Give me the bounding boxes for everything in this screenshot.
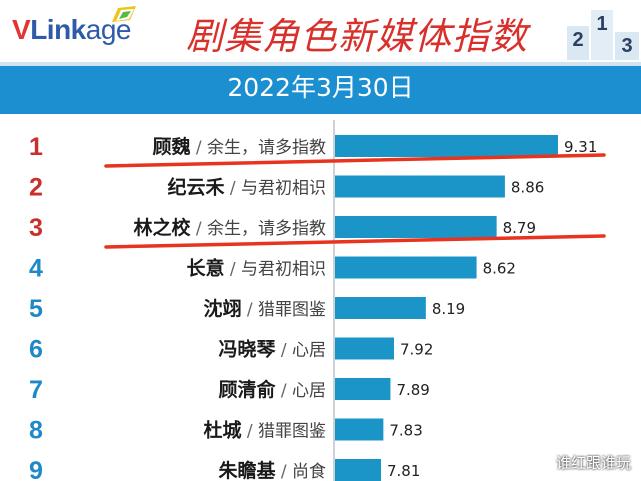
rank-label: 2: [29, 174, 43, 202]
character-name: 纪云禾: [167, 176, 224, 199]
value-label: 8.62: [483, 260, 516, 278]
value-label: 7.81: [387, 462, 420, 480]
bar: [335, 175, 505, 198]
highlight-underline: [104, 153, 606, 168]
value-label: 7.89: [396, 381, 429, 399]
character-name: 长意: [186, 257, 224, 280]
vlinkage-logo: VLinkage: [12, 14, 131, 46]
rank-label: 4: [29, 255, 43, 283]
rank-label: 9: [29, 457, 43, 481]
row-label: 杜城 / 猎罪图鉴: [203, 419, 326, 442]
character-name: 沈翊: [203, 297, 241, 320]
date-banner: 2022年3月30日: [0, 62, 641, 114]
podium-icon: 2 1 3: [567, 10, 639, 60]
row-label: 冯晓琴 / 心居: [218, 339, 326, 361]
separator: /: [275, 381, 292, 401]
rank-label: 8: [29, 417, 43, 445]
watermark: 谁红跟谁玩: [555, 454, 631, 472]
podium-1: 1: [596, 13, 607, 35]
show-name: 与君初相识: [241, 260, 326, 280]
value-label: 8.19: [432, 300, 465, 318]
row-label: 顾清俞 / 心居: [218, 378, 326, 401]
separator: /: [190, 219, 207, 239]
podium-2: 2: [572, 29, 583, 51]
chart-title: 剧集角色新媒体指数: [186, 15, 528, 58]
show-name: 猎罪图鉴: [258, 300, 326, 320]
logo-link: Link: [30, 14, 86, 45]
character-name: 朱瞻基: [218, 459, 276, 481]
character-name: 杜城: [203, 419, 241, 442]
row-label: 朱瞻基 / 尚食: [218, 459, 326, 481]
row-label: 长意 / 与君初相识: [186, 257, 326, 280]
logo-v: V: [12, 14, 31, 45]
character-name: 冯晓琴: [218, 339, 276, 361]
bar: [335, 418, 384, 441]
character-name: 顾魏: [152, 135, 190, 158]
header: VLinkage 剧集角色新媒体指数 2 1 3: [0, 0, 641, 62]
bar: [335, 337, 394, 360]
highlight-underline: [104, 234, 606, 249]
rank-label: 6: [29, 336, 43, 364]
show-name: 余生，请多指教: [207, 219, 326, 239]
value-label: 7.83: [389, 422, 422, 440]
bar: [335, 256, 477, 279]
chart-date: 2022年3月30日: [227, 73, 414, 102]
show-name: 猎罪图鉴: [258, 422, 326, 442]
value-label: 8.79: [503, 219, 536, 237]
row-label: 沈翊 / 猎罪图鉴: [203, 297, 326, 320]
value-label: 7.92: [400, 341, 433, 359]
rank-label: 1: [29, 133, 43, 161]
bar: [335, 135, 558, 157]
row-label: 顾魏 / 余生，请多指教: [152, 135, 326, 158]
logo-mark-icon: [112, 6, 136, 22]
rank-label: 3: [29, 214, 43, 242]
bar: [335, 297, 426, 319]
bar: [335, 459, 381, 481]
separator: /: [241, 300, 258, 320]
separator: /: [241, 422, 258, 442]
character-name: 林之校: [133, 216, 191, 239]
bar-chart: 1 顾魏 / 余生，请多指教 9.31 2 纪云禾 / 与君初相识 8.86 3 林之校 / …: [29, 120, 606, 481]
show-name: 心居: [292, 341, 326, 361]
show-name: 心居: [292, 381, 326, 401]
date-banner-stripe: [0, 62, 641, 66]
bar: [335, 378, 391, 400]
show-name: 与君初相识: [241, 179, 326, 199]
separator: /: [224, 260, 241, 280]
value-label: 8.86: [511, 179, 544, 197]
separator: /: [275, 462, 292, 481]
separator: /: [275, 341, 292, 361]
bar: [335, 216, 497, 238]
rank-label: 7: [29, 376, 43, 404]
podium-3: 3: [621, 35, 632, 57]
character-name: 顾清俞: [218, 378, 276, 401]
show-name: 余生，请多指教: [207, 138, 326, 158]
separator: /: [224, 179, 241, 199]
rank-label: 5: [29, 295, 43, 323]
row-label: 林之校 / 余生，请多指教: [133, 216, 326, 239]
value-label: 9.31: [564, 138, 597, 156]
show-name: 尚食: [292, 462, 326, 481]
separator: /: [190, 138, 207, 158]
row-label: 纪云禾 / 与君初相识: [167, 176, 326, 199]
